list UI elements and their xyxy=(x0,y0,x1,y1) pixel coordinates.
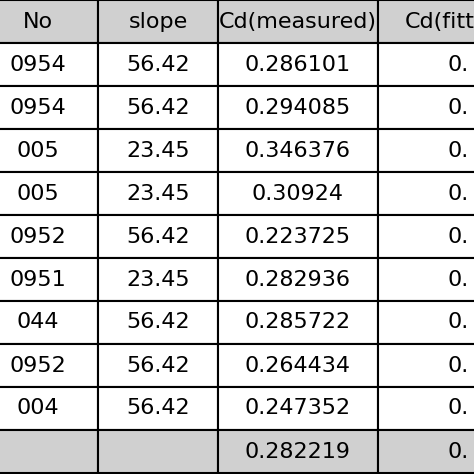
Bar xyxy=(378,215,474,258)
Bar xyxy=(218,387,378,430)
Bar xyxy=(0,43,98,86)
Bar xyxy=(98,172,218,215)
Text: 56.42: 56.42 xyxy=(126,55,190,74)
Bar xyxy=(0,172,98,215)
Bar xyxy=(218,430,378,473)
Bar xyxy=(98,387,218,430)
Bar xyxy=(218,215,378,258)
Text: 0.: 0. xyxy=(447,312,469,332)
Text: 56.42: 56.42 xyxy=(126,98,190,118)
Text: 0.346376: 0.346376 xyxy=(245,140,351,161)
Bar xyxy=(378,258,474,301)
Text: 0.294085: 0.294085 xyxy=(245,98,351,118)
Text: 56.42: 56.42 xyxy=(126,356,190,375)
Bar xyxy=(218,0,378,43)
Text: 23.45: 23.45 xyxy=(126,140,190,161)
Bar xyxy=(98,0,218,43)
Text: 23.45: 23.45 xyxy=(126,270,190,290)
Bar xyxy=(98,344,218,387)
Text: 0.282219: 0.282219 xyxy=(245,441,351,462)
Text: 56.42: 56.42 xyxy=(126,227,190,246)
Text: 004: 004 xyxy=(17,399,59,419)
Text: 0.: 0. xyxy=(447,399,469,419)
Bar xyxy=(0,301,98,344)
Text: Cd(measured): Cd(measured) xyxy=(219,11,377,31)
Bar xyxy=(0,0,98,43)
Bar xyxy=(98,215,218,258)
Bar xyxy=(378,344,474,387)
Text: Cd(fitted): Cd(fitted) xyxy=(405,11,474,31)
Text: 0.264434: 0.264434 xyxy=(245,356,351,375)
Text: 005: 005 xyxy=(17,140,59,161)
Bar xyxy=(0,258,98,301)
Bar xyxy=(218,172,378,215)
Bar xyxy=(378,129,474,172)
Bar xyxy=(0,129,98,172)
Bar xyxy=(98,430,218,473)
Text: 56.42: 56.42 xyxy=(126,312,190,332)
Text: slope: slope xyxy=(128,11,188,31)
Text: 0952: 0952 xyxy=(9,227,66,246)
Bar xyxy=(218,344,378,387)
Bar xyxy=(218,129,378,172)
Bar xyxy=(218,43,378,86)
Text: 0.: 0. xyxy=(447,270,469,290)
Text: 56.42: 56.42 xyxy=(126,399,190,419)
Text: 005: 005 xyxy=(17,183,59,203)
Bar xyxy=(98,301,218,344)
Text: No: No xyxy=(23,11,53,31)
Text: 0954: 0954 xyxy=(9,55,66,74)
Bar xyxy=(378,172,474,215)
Text: 0.: 0. xyxy=(447,98,469,118)
Bar xyxy=(98,258,218,301)
Bar xyxy=(378,301,474,344)
Bar xyxy=(0,387,98,430)
Bar xyxy=(0,215,98,258)
Text: 0.286101: 0.286101 xyxy=(245,55,351,74)
Text: 0954: 0954 xyxy=(9,98,66,118)
Bar xyxy=(378,86,474,129)
Text: 0.: 0. xyxy=(447,356,469,375)
Text: 0.: 0. xyxy=(447,227,469,246)
Bar xyxy=(218,301,378,344)
Text: 0.285722: 0.285722 xyxy=(245,312,351,332)
Bar xyxy=(378,43,474,86)
Text: 0.223725: 0.223725 xyxy=(245,227,351,246)
Text: 0.: 0. xyxy=(447,441,469,462)
Bar xyxy=(0,344,98,387)
Bar xyxy=(98,43,218,86)
Text: 0.282936: 0.282936 xyxy=(245,270,351,290)
Text: 0.: 0. xyxy=(447,183,469,203)
Text: 0.: 0. xyxy=(447,140,469,161)
Bar xyxy=(218,86,378,129)
Bar xyxy=(218,258,378,301)
Text: 044: 044 xyxy=(17,312,59,332)
Bar xyxy=(378,387,474,430)
Bar xyxy=(378,0,474,43)
Text: 0951: 0951 xyxy=(9,270,66,290)
Bar xyxy=(0,430,98,473)
Text: 0.247352: 0.247352 xyxy=(245,399,351,419)
Bar xyxy=(98,129,218,172)
Bar xyxy=(98,86,218,129)
Text: 0.: 0. xyxy=(447,55,469,74)
Text: 23.45: 23.45 xyxy=(126,183,190,203)
Text: 0.30924: 0.30924 xyxy=(252,183,344,203)
Bar xyxy=(0,86,98,129)
Text: 0952: 0952 xyxy=(9,356,66,375)
Bar xyxy=(378,430,474,473)
